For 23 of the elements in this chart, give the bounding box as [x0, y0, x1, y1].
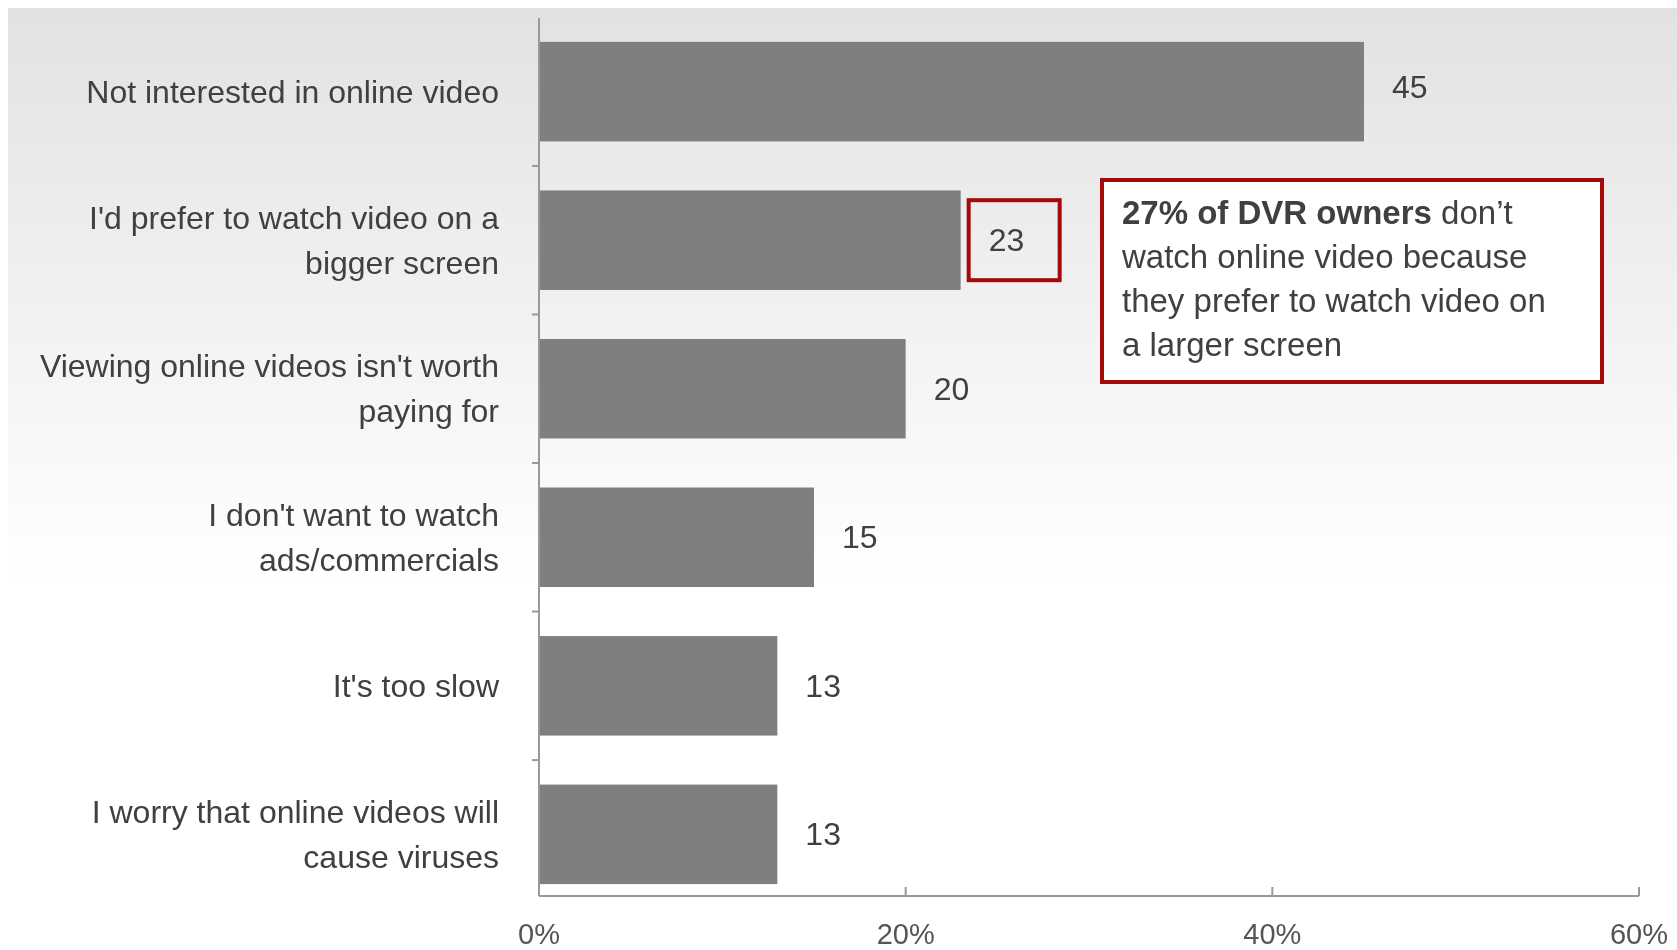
annotation: 27% of DVR owners don’t watch online video because they prefer to watch video on a larger screen — [1121, 194, 1546, 363]
bar — [539, 636, 778, 736]
data-label: 23 — [988, 222, 1025, 259]
y-tick-label: I worry that online videos will cause viruses — [91, 793, 499, 875]
y-tick-label: I don't want to watch ads/commercials — [208, 496, 499, 578]
y-tick-label: I'd prefer to watch video on a bigger screen — [89, 199, 500, 281]
x-tick-label: 60% — [1609, 918, 1669, 950]
y-tick-label: Viewing online videos isn't worth paying for — [39, 348, 500, 430]
data-label: 13 — [805, 816, 841, 853]
x-tick-label: 20% — [876, 918, 935, 950]
y-tick-label: It's too slow — [332, 667, 500, 704]
x-tick-label: 0% — [518, 918, 560, 950]
x-tick-label: 40% — [1243, 918, 1302, 950]
bar — [539, 487, 814, 588]
bar — [539, 338, 906, 439]
data-label: 15 — [842, 519, 878, 556]
y-tick-label: Not interested in online video — [86, 73, 499, 110]
bar — [539, 784, 778, 885]
data-label: 13 — [805, 667, 841, 704]
data-label: 45 — [1392, 68, 1428, 105]
bar — [539, 190, 961, 290]
bar — [539, 41, 1364, 142]
data-label: 20 — [933, 370, 970, 407]
